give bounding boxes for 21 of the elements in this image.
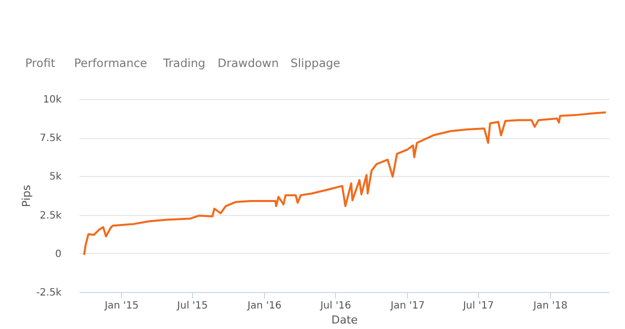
text: Profit [25, 56, 56, 70]
x-tick-label: Jul '16 [319, 300, 352, 312]
y-tick-label: 0 [55, 248, 62, 260]
text: Performance [74, 56, 148, 70]
text: Drawdown [218, 56, 279, 70]
y-tick-label: 2.5k [40, 210, 62, 222]
x-tick-label: Jan '16 [246, 300, 282, 312]
line-series [83, 111, 607, 256]
x-axis-title: Date [331, 314, 358, 326]
text: Trading [162, 56, 206, 70]
x-tick-label: Jul '17 [462, 300, 494, 312]
x-tick-label: Jul '15 [176, 300, 208, 312]
text: Slippage [290, 56, 340, 70]
y-axis-title: Pips [20, 184, 34, 208]
x-tick-label: Jan '17 [390, 300, 425, 312]
y-tick-label: -2.5k [36, 288, 62, 298]
x-tick-label: Jan '15 [104, 300, 139, 312]
y-tick-label: 5k [49, 172, 62, 183]
y-tick-label: 7.5k [40, 133, 62, 144]
x-tick-label: Jan '18 [532, 300, 568, 312]
y-tick-label: 10k [42, 94, 62, 106]
